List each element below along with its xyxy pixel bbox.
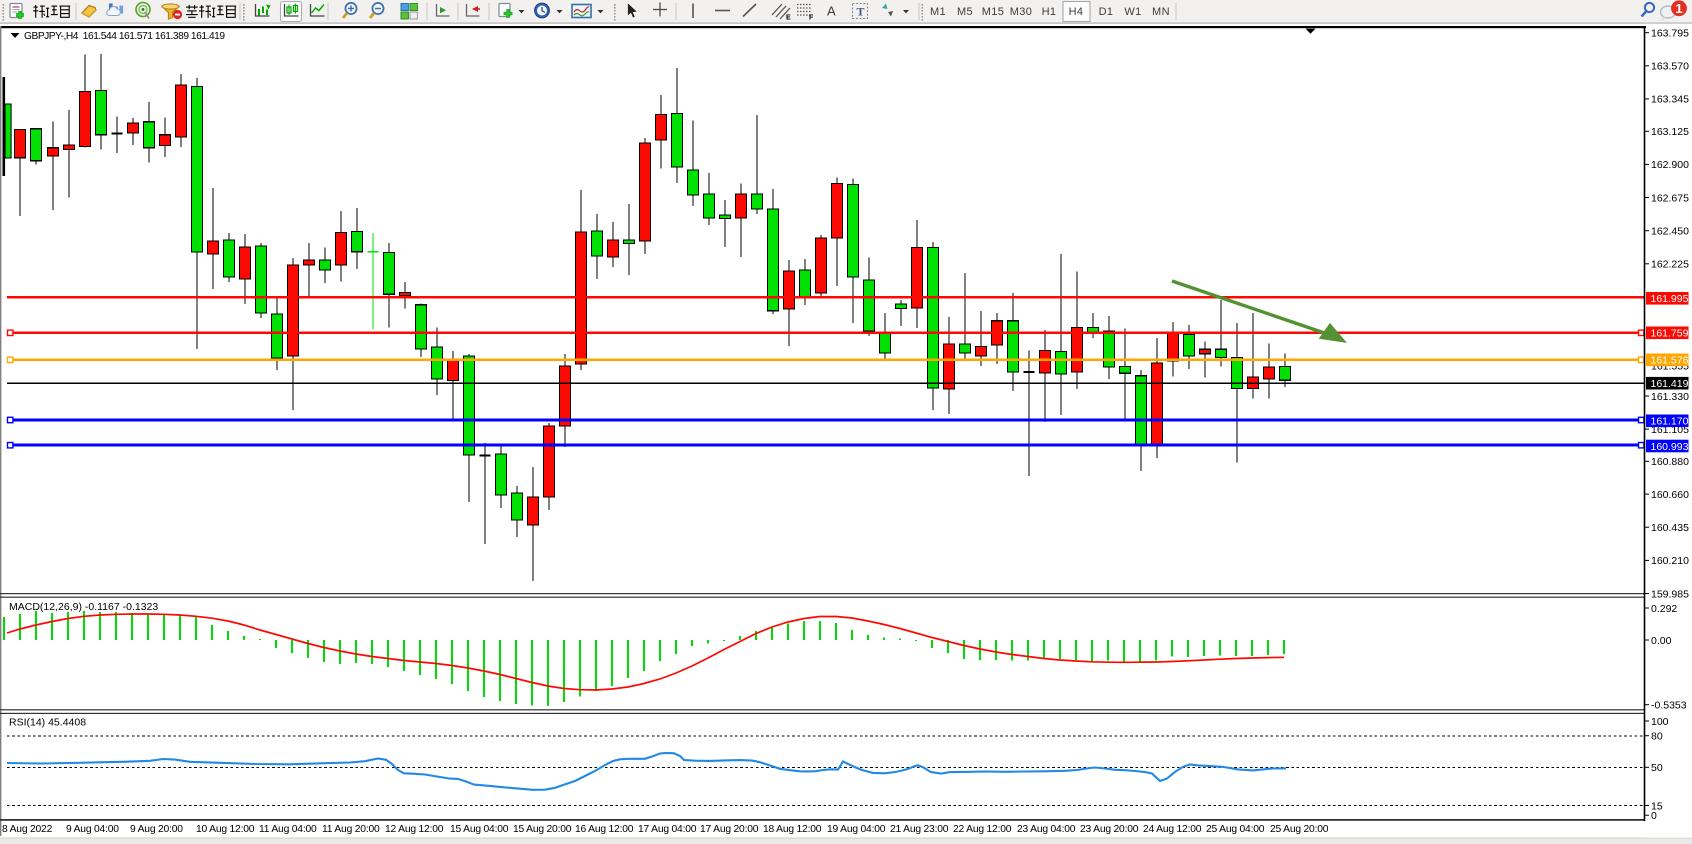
svg-text:15 Aug 20:00: 15 Aug 20:00 [513,824,572,835]
svg-text:18 Aug 12:00: 18 Aug 12:00 [763,824,822,835]
svg-text:19 Aug 04:00: 19 Aug 04:00 [827,824,886,835]
svg-text:162.900: 162.900 [1651,159,1689,171]
svg-text:-0.5353: -0.5353 [1651,700,1687,712]
svg-text:162.450: 162.450 [1651,226,1689,238]
svg-text:163.570: 163.570 [1651,61,1689,73]
svg-text:100: 100 [1651,716,1669,728]
svg-text:161.759: 161.759 [1651,328,1689,340]
svg-text:E: E [786,15,791,22]
svg-text:1: 1 [1675,1,1682,16]
svg-text:162.225: 162.225 [1651,259,1689,271]
svg-text:21 Aug 23:00: 21 Aug 23:00 [890,824,949,835]
svg-text:MACD(12,26,9) -0.1167 -0.1323: MACD(12,26,9) -0.1167 -0.1323 [9,601,158,613]
svg-text:161.330: 161.330 [1651,391,1689,403]
svg-text:24 Aug 12:00: 24 Aug 12:00 [1143,824,1202,835]
svg-text:17 Aug 04:00: 17 Aug 04:00 [638,824,697,835]
svg-text:162.675: 162.675 [1651,192,1689,204]
svg-text:163.795: 163.795 [1651,28,1689,40]
svg-text:0.00: 0.00 [1651,635,1672,647]
svg-text:M1: M1 [930,6,946,18]
svg-text:50: 50 [1651,762,1663,774]
svg-text:GBPJPY-,H4 161.544 161.571 16: GBPJPY-,H4 161.544 161.571 161.389 161.4… [24,31,225,42]
svg-text:161.419: 161.419 [1651,378,1689,390]
svg-text:161.170: 161.170 [1651,416,1689,428]
svg-text:23 Aug 04:00: 23 Aug 04:00 [1017,824,1076,835]
svg-text:RSI(14) 45.4408: RSI(14) 45.4408 [9,717,86,729]
svg-text:A: A [827,4,836,19]
svg-text:11 Aug 20:00: 11 Aug 20:00 [322,824,380,835]
svg-text:23 Aug 20:00: 23 Aug 20:00 [1080,824,1139,835]
svg-text:0.292: 0.292 [1651,603,1677,615]
svg-text:9 Aug 20:00: 9 Aug 20:00 [130,824,183,835]
svg-text:D1: D1 [1099,6,1114,18]
svg-text:161.576: 161.576 [1651,355,1689,367]
svg-text:161.995: 161.995 [1651,293,1689,305]
svg-text:15: 15 [1651,800,1663,812]
svg-text:9 Aug 04:00: 9 Aug 04:00 [66,824,119,835]
svg-text:25 Aug 04:00: 25 Aug 04:00 [1206,824,1265,835]
svg-text:11 Aug 04:00: 11 Aug 04:00 [259,824,317,835]
svg-text:MN: MN [1152,6,1170,18]
svg-text:159.985: 159.985 [1651,588,1689,600]
svg-text:8 Aug 2022: 8 Aug 2022 [2,824,53,835]
svg-text:80: 80 [1651,731,1663,743]
svg-text:W1: W1 [1124,6,1141,18]
svg-text:163.125: 163.125 [1651,126,1689,138]
svg-text:25 Aug 20:00: 25 Aug 20:00 [1270,824,1329,835]
svg-text:15 Aug 04:00: 15 Aug 04:00 [450,824,509,835]
svg-text:160.880: 160.880 [1651,456,1689,468]
svg-text:10 Aug 12:00: 10 Aug 12:00 [196,824,255,835]
svg-text:160.993: 160.993 [1651,441,1689,453]
svg-text:M15: M15 [982,6,1005,18]
svg-text:12 Aug 12:00: 12 Aug 12:00 [385,824,444,835]
svg-text:F: F [809,15,814,22]
svg-text:160.660: 160.660 [1651,489,1689,501]
svg-text:160.210: 160.210 [1651,555,1689,567]
svg-text:163.345: 163.345 [1651,94,1689,106]
svg-text:17 Aug 20:00: 17 Aug 20:00 [700,824,759,835]
svg-text:22 Aug 12:00: 22 Aug 12:00 [953,824,1012,835]
svg-text:M5: M5 [957,6,973,18]
svg-text:160.435: 160.435 [1651,522,1689,534]
svg-text:H1: H1 [1042,6,1057,18]
svg-text:0: 0 [1651,810,1657,822]
svg-text:M30: M30 [1010,6,1033,18]
svg-text:T: T [857,5,865,19]
svg-text:16 Aug 12:00: 16 Aug 12:00 [575,824,634,835]
svg-text:H4: H4 [1069,6,1084,18]
